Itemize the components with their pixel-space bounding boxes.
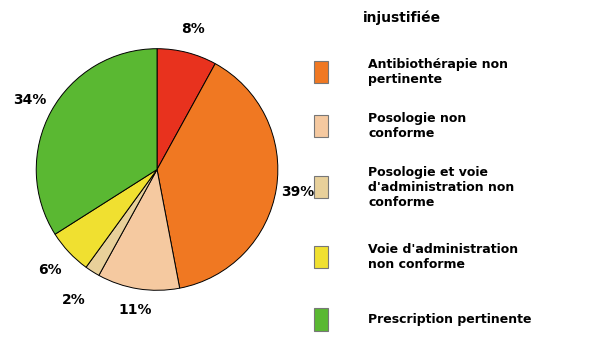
Text: 6%: 6%	[38, 263, 62, 277]
Wedge shape	[99, 170, 179, 290]
Text: 39%: 39%	[281, 185, 315, 199]
Text: 11%: 11%	[118, 303, 152, 317]
Text: injustifiée: injustifiée	[362, 10, 440, 25]
Text: Posologie non
conforme: Posologie non conforme	[368, 112, 467, 140]
Wedge shape	[157, 49, 215, 170]
Wedge shape	[55, 170, 157, 267]
Wedge shape	[86, 170, 157, 275]
Text: 34%: 34%	[13, 93, 47, 107]
FancyBboxPatch shape	[314, 115, 328, 137]
Text: Posologie et voie
d'administration non
conforme: Posologie et voie d'administration non c…	[368, 166, 515, 209]
Text: 2%: 2%	[62, 293, 86, 307]
Text: Voie d'administration
non conforme: Voie d'administration non conforme	[368, 243, 519, 271]
Text: Antibiothérapie non
pertinente: Antibiothérapie non pertinente	[368, 58, 509, 86]
Text: 8%: 8%	[181, 22, 205, 36]
FancyBboxPatch shape	[314, 61, 328, 83]
FancyBboxPatch shape	[314, 308, 328, 331]
Text: Prescription pertinente: Prescription pertinente	[368, 313, 532, 326]
Wedge shape	[157, 64, 278, 288]
FancyBboxPatch shape	[314, 246, 328, 268]
FancyBboxPatch shape	[314, 176, 328, 198]
Wedge shape	[36, 49, 157, 234]
